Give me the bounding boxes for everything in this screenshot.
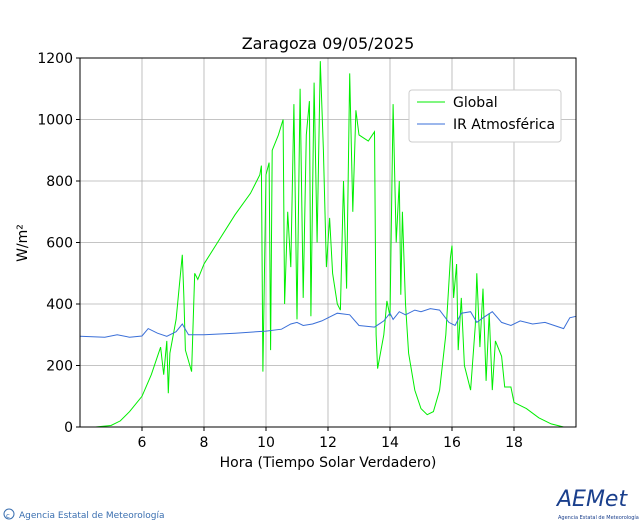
- plot-frame: [79, 57, 577, 428]
- copyright-c: c: [6, 512, 10, 520]
- chart-title: Zaragoza 09/05/2025: [242, 34, 415, 53]
- logo-caption: Agencia Estatal de Meteorología: [558, 514, 639, 521]
- x-tick-label: 14: [381, 435, 399, 451]
- series-line: [79, 308, 577, 338]
- y-tick-label: 800: [46, 174, 73, 190]
- y-tick-label: 400: [46, 297, 73, 313]
- x-tick-label: 18: [505, 435, 523, 451]
- x-tick-label: 8: [200, 435, 209, 451]
- y-axis-label: W/m²: [15, 224, 31, 262]
- x-tick-label: 10: [257, 435, 275, 451]
- footer: c Agencia Estatal de Meteorología AEMet …: [3, 487, 639, 521]
- y-tick-label: 200: [46, 359, 73, 375]
- copyright-icon: [3, 508, 15, 520]
- legend-label: Global: [453, 95, 498, 111]
- x-tick-label: 12: [319, 435, 337, 451]
- series-line: [80, 61, 576, 428]
- y-tick-label: 1000: [37, 113, 73, 129]
- y-tick-label: 600: [46, 236, 73, 252]
- legend-label: IR Atmosférica: [453, 117, 555, 133]
- x-axis-label: Hora (Tiempo Solar Verdadero): [220, 455, 437, 471]
- y-tick-label: 0: [64, 420, 73, 436]
- x-tick-label: 6: [138, 435, 147, 451]
- logo: AEMet: [555, 487, 628, 512]
- y-tick-label: 1200: [37, 51, 73, 67]
- footer-credit: Agencia Estatal de Meteorología: [19, 511, 165, 521]
- legend-box: [408, 89, 562, 143]
- x-tick-label: 16: [443, 435, 461, 451]
